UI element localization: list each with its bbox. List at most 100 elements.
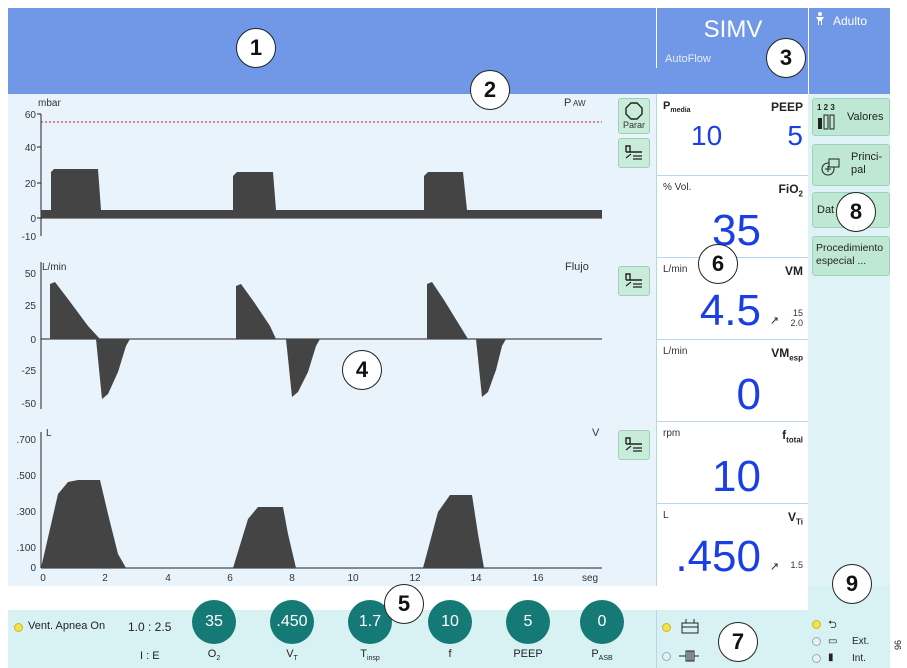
flow-trace-exp: [96, 339, 506, 399]
mode-title: SIMV: [703, 16, 763, 43]
nebulizer-led-icon: [662, 652, 671, 661]
main-menu-button[interactable]: Princi-pal: [812, 144, 890, 186]
x-tick: 2: [102, 573, 108, 584]
main-menu-label-1: Princi-: [851, 151, 883, 163]
mains-led-icon: [812, 620, 821, 629]
peep-knob[interactable]: 5: [506, 600, 550, 644]
x-tick: 16: [532, 573, 544, 584]
vti-cell: L VTi .450 ↗ 1.5: [657, 504, 809, 586]
values-label: Valores: [847, 111, 884, 123]
scale-curve-icon: [625, 273, 642, 288]
ftotal-unit: rpm: [663, 428, 681, 439]
freeze-stop-button[interactable]: Parar: [618, 98, 650, 134]
ftotal-cell: rpm ftotal 10: [657, 422, 809, 504]
patient-type-label: Adulto: [833, 14, 868, 28]
paw-unit: mbar: [38, 98, 61, 109]
flow-waveform-panel: L/min Flujo 50 25 0 -25 -50: [22, 261, 602, 410]
waveform-tools: Parar: [612, 94, 656, 586]
pasb-knob[interactable]: 0: [580, 600, 624, 644]
paw-tick: 40: [25, 143, 37, 154]
patient-type-box[interactable]: Adulto: [808, 8, 890, 94]
peep-value: 5: [787, 120, 803, 151]
int-battery-label: Int.: [852, 653, 866, 664]
peep-knob-label: PEEP: [513, 648, 543, 660]
ftotal-label-sub: total: [786, 435, 803, 445]
fio2-cell: % Vol. FiO2 35: [657, 176, 809, 258]
flow-scale-button[interactable]: [618, 266, 650, 296]
flow-tick: 0: [30, 335, 36, 346]
fio2-unit: % Vol.: [663, 182, 692, 193]
special-procedure-label-2: especial ...: [816, 255, 867, 267]
values-numbers: 1 2 3: [817, 103, 835, 112]
apnea-ventilation-toggle[interactable]: Vent. Apnea On: [28, 620, 106, 632]
mains-plug-icon: ⮌: [828, 619, 837, 631]
paw-tick: -10: [22, 232, 37, 243]
bars-icon: [817, 114, 837, 133]
vt-knob[interactable]: .450: [270, 600, 314, 644]
paw-tick: 60: [25, 110, 37, 121]
vti-label: V: [788, 510, 797, 524]
x-tick: 6: [227, 573, 233, 584]
ie-ratio-value: 1.0 : 2.5: [128, 620, 172, 634]
x-unit: seg: [582, 573, 598, 584]
f-knob[interactable]: 10: [428, 600, 472, 644]
vm-unit: L/min: [663, 264, 688, 275]
special-procedure-label-1: Procedimiento: [816, 242, 884, 254]
volume-tick: 0: [30, 563, 36, 574]
paw-waveform-panel: mbar P AW 60 40 20 0 -10: [22, 97, 602, 243]
vmesp-label: VM: [771, 346, 790, 360]
ext-battery-led-icon: [812, 637, 821, 646]
vm-range-low: 2.0: [790, 318, 803, 328]
pmedia-peep-cell: Pmedia PEEP 10 5: [657, 94, 809, 176]
int-battery-led-icon: [812, 654, 821, 663]
vm-label: VM: [785, 264, 803, 278]
pmedia-label-sub: media: [670, 107, 691, 115]
vmesp-unit: L/min: [663, 346, 688, 357]
peep-label: PEEP: [770, 100, 803, 114]
alarm-message-bar: [8, 68, 808, 94]
paw-scale-button[interactable]: [618, 138, 650, 168]
volume-tick: .700: [17, 435, 37, 446]
callout-9: 9: [832, 564, 872, 604]
f-knob-label: f: [448, 648, 452, 660]
x-tick: 14: [470, 573, 482, 584]
main-menu-icon: [819, 157, 841, 180]
vmesp-cell: L/min VMesp 0: [657, 340, 809, 422]
flow-tick: 50: [25, 269, 37, 280]
vti-range: 1.5: [790, 560, 803, 570]
callout-1: 1: [236, 28, 276, 68]
vm-range-high: 15: [792, 308, 803, 318]
fio2-label: FiO: [778, 182, 799, 196]
measured-values-panel: Pmedia PEEP 10 5 % Vol. FiO2 35 L/min VM…: [656, 94, 809, 586]
paw-label-sub: AW: [573, 99, 586, 108]
callout-4: 4: [342, 350, 382, 390]
special-procedure-button[interactable]: Procedimiento especial ...: [812, 236, 890, 276]
volume-scale-button[interactable]: [618, 430, 650, 460]
x-tick: 12: [409, 573, 421, 584]
ftotal-value: 10: [712, 452, 761, 501]
fio2-label-sub: 2: [798, 189, 803, 199]
ext-battery-label: Ext.: [852, 636, 870, 647]
flow-trace-insp: [50, 282, 468, 339]
vt-knob-label: VT: [286, 648, 298, 663]
ftotal-label: f: [782, 428, 787, 442]
vti-unit: L: [663, 510, 669, 521]
callout-7: 7: [718, 622, 758, 662]
x-tick: 0: [40, 573, 46, 584]
scale-curve-icon: [625, 437, 642, 452]
flow-tick: -25: [22, 366, 37, 377]
tinsp-knob-label: Tinsp: [360, 648, 380, 663]
volume-tick: .500: [17, 471, 37, 482]
o2-knob[interactable]: 35: [192, 600, 236, 644]
o2-knob-label: O2: [207, 648, 221, 663]
humidifier-led-icon: [662, 623, 671, 632]
alarm-limit-icon: ↗: [769, 315, 779, 327]
figure-number: 96: [893, 639, 904, 651]
values-button[interactable]: 1 2 3 Valores: [812, 98, 890, 136]
vti-label-sub: Ti: [796, 517, 803, 527]
x-tick: 10: [347, 573, 359, 584]
vm-value: 4.5: [699, 286, 761, 335]
callout-3: 3: [766, 38, 806, 78]
stop-label: Parar: [622, 120, 645, 130]
flow-tick: 25: [25, 301, 37, 312]
